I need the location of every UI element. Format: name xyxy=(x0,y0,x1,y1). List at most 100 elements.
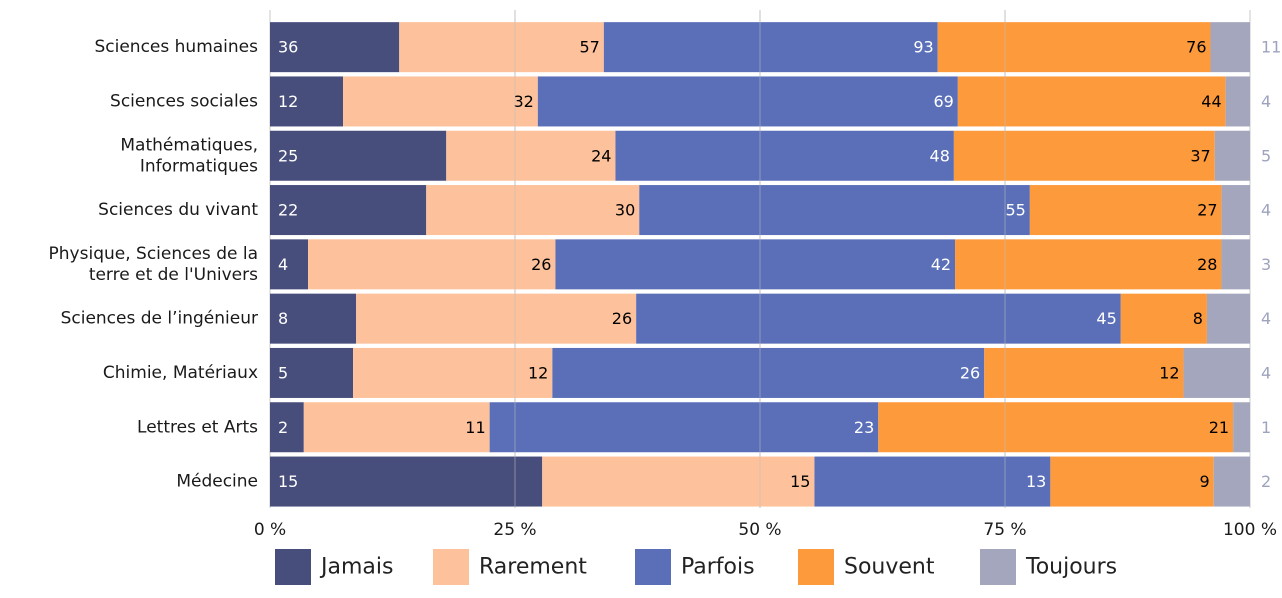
bar-row-sciences-de-l-ingenieur: 8 26 45 8 4 xyxy=(270,293,1271,344)
x-tick-label: 50 % xyxy=(738,520,781,540)
bar-segment-toujours xyxy=(1233,402,1250,453)
data-label-rarement: 57 xyxy=(579,38,599,57)
data-label-toujours: 4 xyxy=(1261,363,1271,382)
bar-segment-rarement xyxy=(542,456,815,507)
category-label: Informatiques xyxy=(140,156,258,176)
data-label-jamais: 5 xyxy=(278,363,288,382)
data-label-jamais: 12 xyxy=(278,92,298,111)
legend-swatch xyxy=(433,549,469,585)
data-label-souvent: 27 xyxy=(1197,201,1217,220)
bar-segment-rarement xyxy=(343,76,538,127)
bar-segment-rarement xyxy=(353,347,553,398)
bar-segment-jamais xyxy=(270,130,447,181)
legend-item-souvent: Souvent xyxy=(798,549,935,585)
bar-segment-souvent xyxy=(1120,293,1207,344)
bar-segment-toujours xyxy=(1213,456,1250,507)
data-label-jamais: 36 xyxy=(278,38,298,57)
data-label-jamais: 22 xyxy=(278,201,298,220)
x-tick-labels: 0 % 25 % 50 % 75 % 100 % xyxy=(254,520,1277,540)
category-labels: Sciences humaines Sciences sociales Mathém… xyxy=(49,37,259,491)
category-label: Lettres et Arts xyxy=(137,417,258,437)
bar-row-sciences-du-vivant: 22 30 55 27 4 xyxy=(270,185,1271,236)
x-tick-label: 100 % xyxy=(1223,520,1277,540)
category-label: Chimie, Matériaux xyxy=(103,363,258,383)
bar-segment-jamais xyxy=(270,347,354,398)
category-label: terre et de l'Univers xyxy=(89,265,258,285)
legend-label: Jamais xyxy=(319,555,393,580)
category-label: Physique, Sciences de la xyxy=(49,244,258,264)
legend-label: Toujours xyxy=(1025,555,1117,580)
data-label-parfois: 26 xyxy=(960,363,980,382)
legend-swatch xyxy=(275,549,311,585)
data-label-jamais: 25 xyxy=(278,146,298,165)
bar-segment-souvent xyxy=(878,402,1234,453)
bar-row-lettres-et-arts: 2 11 23 21 1 xyxy=(270,402,1271,453)
data-label-souvent: 37 xyxy=(1190,146,1210,165)
bar-segment-parfois xyxy=(639,185,1030,236)
bar-segment-souvent xyxy=(937,22,1211,73)
bar-row-mathematiques-informatiques: 25 24 48 37 5 xyxy=(270,130,1271,181)
category-label: Médecine xyxy=(176,472,258,492)
bar-segment-toujours xyxy=(1221,185,1250,236)
data-label-rarement: 12 xyxy=(528,363,548,382)
bar-segment-parfois xyxy=(814,456,1051,507)
bar-segment-parfois xyxy=(489,402,879,453)
category-label: Sciences du vivant xyxy=(98,200,258,220)
bar-segment-souvent xyxy=(1029,185,1222,236)
data-label-toujours: 4 xyxy=(1261,309,1271,328)
bar-segment-parfois xyxy=(636,293,1121,344)
data-label-toujours: 2 xyxy=(1261,472,1271,491)
bar-segment-jamais xyxy=(270,76,344,127)
data-label-rarement: 11 xyxy=(465,418,485,437)
legend-item-parfois: Parfois xyxy=(635,549,755,585)
bar-segment-parfois xyxy=(537,76,958,127)
legend-label: Souvent xyxy=(844,555,935,580)
data-label-souvent: 28 xyxy=(1197,255,1217,274)
data-label-souvent: 8 xyxy=(1193,309,1203,328)
bar-segment-souvent xyxy=(955,239,1222,290)
bar-segment-jamais xyxy=(270,22,400,73)
bar-segment-rarement xyxy=(356,293,637,344)
legend-label: Parfois xyxy=(681,555,755,580)
bar-segment-toujours xyxy=(1214,130,1250,181)
bar-segment-parfois xyxy=(552,347,985,398)
bar-segment-toujours xyxy=(1206,293,1250,344)
x-tick-label: 75 % xyxy=(983,520,1026,540)
bar-segment-toujours xyxy=(1183,347,1250,398)
x-tick-label: 0 % xyxy=(254,520,286,540)
bar-segment-rarement xyxy=(303,402,490,453)
data-label-jamais: 4 xyxy=(278,255,288,274)
data-label-rarement: 24 xyxy=(591,146,611,165)
data-label-toujours: 3 xyxy=(1261,255,1271,274)
data-label-toujours: 5 xyxy=(1261,146,1271,165)
data-label-jamais: 8 xyxy=(278,309,288,328)
category-label: Sciences de l’ingénieur xyxy=(61,309,258,329)
data-label-rarement: 15 xyxy=(790,472,810,491)
data-label-toujours: 4 xyxy=(1261,92,1271,111)
data-label-toujours: 1 xyxy=(1261,418,1271,437)
bar-segment-jamais xyxy=(270,185,427,236)
data-label-souvent: 9 xyxy=(1200,472,1210,491)
bar-segment-jamais xyxy=(270,456,543,507)
bar-segment-toujours xyxy=(1210,22,1250,73)
gridlines-overlay xyxy=(514,10,1006,508)
bar-segment-jamais xyxy=(270,402,304,453)
legend: Jamais Rarement Parfois Souvent Toujours xyxy=(275,549,1117,585)
data-label-souvent: 12 xyxy=(1159,363,1179,382)
bar-segment-parfois xyxy=(615,130,954,181)
legend-item-toujours: Toujours xyxy=(980,549,1117,585)
legend-label: Rarement xyxy=(479,555,587,580)
legend-swatch xyxy=(635,549,671,585)
legend-swatch xyxy=(798,549,834,585)
bar-segment-toujours xyxy=(1221,239,1250,290)
data-label-parfois: 55 xyxy=(1005,201,1025,220)
data-label-rarement: 26 xyxy=(612,309,632,328)
bar-segment-souvent xyxy=(1050,456,1214,507)
bar-segment-parfois xyxy=(555,239,956,290)
data-label-parfois: 23 xyxy=(854,418,874,437)
x-tick-label: 25 % xyxy=(493,520,536,540)
data-label-toujours: 11 xyxy=(1261,38,1281,57)
category-label: Sciences humaines xyxy=(94,37,258,57)
